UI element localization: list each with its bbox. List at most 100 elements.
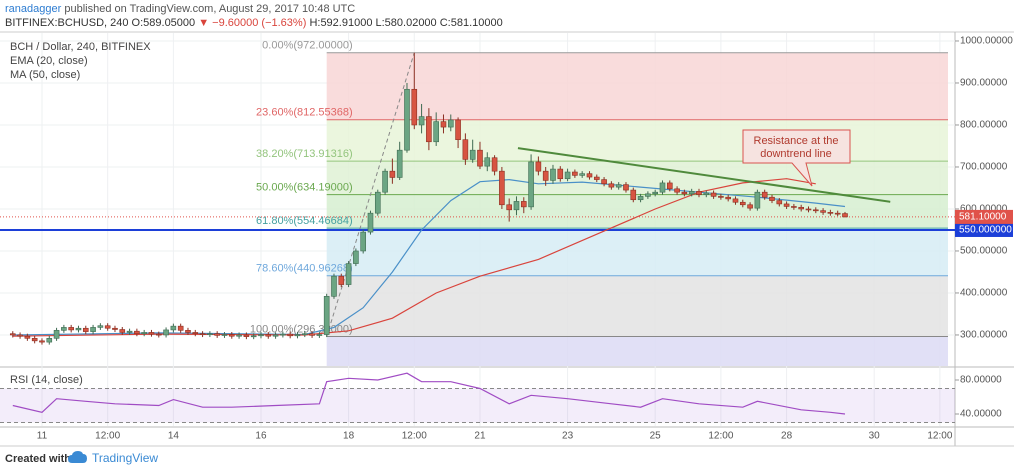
candle-body bbox=[426, 116, 432, 143]
candle-body bbox=[155, 333, 162, 336]
author[interactable]: ranadagger bbox=[5, 3, 62, 15]
logo-icon bbox=[68, 451, 87, 463]
candle-body bbox=[309, 333, 315, 336]
candle-body bbox=[192, 332, 199, 335]
y-tick-label: 300.00000 bbox=[960, 330, 1008, 341]
x-tick-label: 25 bbox=[650, 431, 662, 442]
x-tick-label: 12:00 bbox=[402, 431, 427, 442]
price-box bbox=[955, 222, 1013, 237]
y-tick-label: 600.00000 bbox=[960, 204, 1008, 215]
x-tick-label: 18 bbox=[343, 431, 355, 442]
header-line: ranadagger published on TradingView.com,… bbox=[5, 3, 355, 15]
candle-body bbox=[396, 149, 403, 178]
callout-box bbox=[742, 129, 851, 187]
candle-body bbox=[718, 196, 724, 198]
candle-body bbox=[39, 340, 45, 343]
candle-body bbox=[214, 333, 220, 336]
y-tick-label: 40.00000 bbox=[960, 409, 1002, 420]
candle-body bbox=[382, 170, 388, 193]
candle-body bbox=[199, 333, 206, 336]
candle-body bbox=[316, 334, 323, 336]
x-tick-label: 23 bbox=[562, 431, 574, 442]
candle-body bbox=[112, 327, 118, 330]
candle-body bbox=[469, 149, 476, 160]
open: O:589.05000 bbox=[132, 17, 196, 29]
close: C:581.10000 bbox=[440, 17, 503, 29]
candle-body bbox=[24, 335, 31, 339]
candle-body bbox=[747, 204, 753, 209]
candle-body bbox=[68, 327, 74, 331]
x-tick-label: 28 bbox=[781, 431, 793, 442]
x-tick-label: 12:00 bbox=[95, 431, 120, 442]
candle-body bbox=[732, 198, 739, 203]
candle-body bbox=[170, 325, 177, 331]
plot-layer: 11 12:00 14 16 18 12:00 21 23 25 12:00 28 30 12:00 10… bbox=[0, 33, 1013, 442]
change: ▼ −9.60000 (−1.63%) bbox=[198, 17, 306, 29]
x-tick-label: 12:00 bbox=[927, 431, 952, 442]
candle-body bbox=[272, 334, 279, 337]
candle-body bbox=[163, 329, 169, 336]
x-tick-label: 21 bbox=[474, 431, 486, 442]
candle-body bbox=[236, 334, 242, 337]
footer-brand[interactable]: TradingView bbox=[92, 451, 158, 465]
fib-label: 61.80%(554.46684) bbox=[256, 215, 353, 227]
candle-body bbox=[586, 173, 593, 178]
candle-body bbox=[221, 334, 228, 336]
y-tick-label: 80.00000 bbox=[960, 375, 1002, 386]
legend-entry: EMA (20, close) bbox=[10, 55, 88, 67]
candle-body bbox=[798, 206, 804, 210]
x-tick-label: 11 bbox=[37, 431, 48, 442]
candle-body bbox=[374, 191, 381, 214]
footer-created: Created with bbox=[5, 453, 71, 465]
y-tick-label: 800.00000 bbox=[960, 120, 1008, 131]
candle-body bbox=[725, 196, 731, 200]
candle-body bbox=[791, 206, 797, 208]
candle-body bbox=[659, 182, 666, 193]
y-tick-label: 700.00000 bbox=[960, 162, 1008, 173]
x-tick-label: 16 bbox=[255, 431, 267, 442]
fib-zone bbox=[326, 194, 948, 229]
candle-body bbox=[812, 209, 819, 212]
candle-body bbox=[367, 212, 374, 233]
trendline bbox=[517, 147, 891, 203]
candle-body bbox=[323, 296, 330, 335]
fib-label: 38.20%(713.91316) bbox=[256, 148, 353, 160]
candle-body bbox=[228, 334, 235, 337]
y-tick-label: 900.00000 bbox=[960, 78, 1008, 89]
price-box bbox=[955, 209, 1013, 224]
candle-body bbox=[637, 196, 644, 201]
y-tick-label: 500.00000 bbox=[960, 246, 1008, 257]
candle-body bbox=[710, 192, 717, 197]
candle-body bbox=[572, 171, 578, 176]
candle-body bbox=[134, 330, 140, 335]
candle-body bbox=[280, 333, 286, 336]
candle-body bbox=[418, 116, 425, 126]
candle-body bbox=[528, 161, 534, 208]
candle-body bbox=[104, 325, 111, 329]
candle-body bbox=[601, 179, 607, 185]
candle-body bbox=[491, 157, 498, 172]
candle-body bbox=[805, 208, 812, 211]
candle-body bbox=[484, 157, 491, 167]
rsi-band bbox=[0, 388, 955, 423]
candle-body bbox=[331, 275, 337, 297]
legend-title: RSI (14, close) bbox=[10, 374, 83, 386]
fib-label: 50.00%(634.19000) bbox=[256, 182, 353, 194]
fib-zone bbox=[326, 228, 948, 276]
candle-body bbox=[9, 333, 16, 336]
candle-body bbox=[243, 334, 250, 337]
candle-body bbox=[61, 327, 67, 331]
candle-body bbox=[520, 201, 527, 208]
candle-body bbox=[550, 168, 556, 181]
callout-text: downtrend line bbox=[760, 148, 832, 160]
candle-body bbox=[82, 327, 89, 332]
candle-body bbox=[353, 250, 359, 264]
candle-body bbox=[301, 333, 308, 336]
fib-zone bbox=[326, 275, 948, 337]
candle-body bbox=[97, 325, 104, 328]
candle-body bbox=[666, 182, 673, 190]
candle-body bbox=[462, 139, 469, 160]
candle-body bbox=[126, 330, 133, 333]
legend-title: BCH / Dollar, 240, BITFINEX bbox=[10, 41, 151, 53]
